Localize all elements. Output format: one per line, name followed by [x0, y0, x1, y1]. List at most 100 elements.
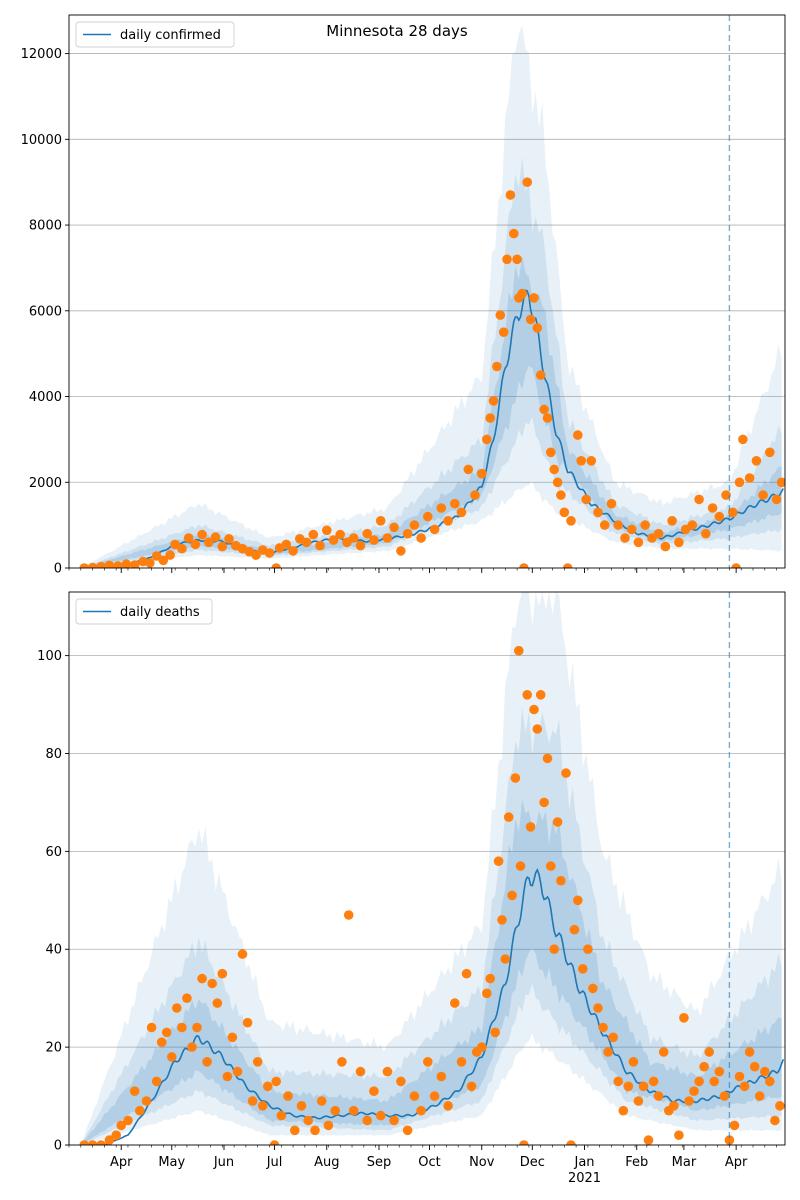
data-point-1-55 — [402, 1125, 413, 1136]
data-point-1-122 — [714, 1066, 725, 1077]
data-point-1-22 — [207, 978, 217, 989]
data-point-1-81 — [525, 822, 536, 832]
data-point-1-5 — [116, 1120, 126, 1131]
data-point-1-47 — [348, 1105, 359, 1116]
data-point-1-48 — [355, 1066, 366, 1077]
data-point-1-88 — [549, 944, 559, 954]
data-point-1-34 — [269, 1140, 280, 1145]
data-point-1-123 — [719, 1091, 730, 1101]
data-point-1-51 — [375, 1110, 386, 1121]
data-point-0-52 — [436, 503, 447, 513]
data-point-0-89 — [586, 456, 597, 466]
data-point-1-77 — [514, 645, 524, 656]
data-point-1-91 — [561, 768, 571, 778]
data-point-0-6 — [129, 560, 140, 568]
data-point-1-105 — [628, 1057, 639, 1067]
data-point-0-65 — [502, 254, 512, 265]
data-point-1-36 — [276, 1110, 287, 1121]
data-point-0-107 — [707, 503, 718, 513]
data-point-0-20 — [224, 534, 234, 544]
data-point-0-112 — [734, 477, 745, 488]
data-point-0-29 — [281, 539, 292, 550]
data-point-1-75 — [507, 890, 517, 901]
y-tick-label-1-3: 60 — [45, 845, 62, 860]
x-tick-label-9: Jan — [573, 1155, 594, 1170]
data-point-1-26 — [227, 1032, 238, 1043]
data-point-0-68 — [512, 254, 522, 265]
data-point-0-67 — [509, 228, 519, 239]
data-point-1-54 — [396, 1076, 406, 1087]
data-point-1-124 — [724, 1135, 735, 1145]
data-point-0-17 — [204, 537, 214, 548]
y-tick-label-1-5: 100 — [37, 649, 62, 664]
x-tick-label-4: Aug — [314, 1155, 339, 1170]
data-point-1-23 — [212, 998, 223, 1008]
data-point-1-108 — [643, 1135, 654, 1145]
data-point-1-28 — [237, 949, 248, 959]
data-point-0-47 — [402, 528, 413, 539]
data-point-0-97 — [640, 520, 650, 530]
data-point-0-63 — [495, 310, 506, 320]
confidence-band-0-1 — [80, 156, 782, 568]
data-point-0-0 — [79, 563, 89, 568]
data-point-1-30 — [247, 1096, 258, 1106]
data-point-1-60 — [436, 1071, 447, 1082]
data-point-0-119 — [776, 477, 785, 488]
data-point-0-5 — [121, 559, 132, 568]
data-point-0-93 — [613, 520, 623, 530]
data-point-1-63 — [456, 1057, 467, 1067]
data-point-1-64 — [461, 968, 472, 979]
data-point-1-113 — [669, 1101, 679, 1111]
data-point-0-106 — [701, 528, 711, 539]
data-point-0-18 — [210, 532, 221, 542]
legend-0: daily confirmed — [75, 21, 235, 48]
data-point-0-86 — [573, 430, 583, 440]
data-point-1-78 — [515, 861, 526, 871]
legend-box-1 — [75, 598, 213, 625]
data-point-0-92 — [606, 498, 617, 509]
data-point-0-60 — [485, 413, 496, 423]
data-point-1-119 — [699, 1061, 709, 1072]
data-point-0-16 — [197, 529, 207, 540]
y-tick-label-1-0: 0 — [54, 1139, 62, 1154]
data-point-0-115 — [751, 456, 762, 466]
data-point-1-25 — [222, 1071, 233, 1082]
data-point-1-98 — [593, 1003, 603, 1013]
data-point-0-99 — [653, 528, 664, 539]
data-point-0-82 — [556, 490, 566, 500]
data-point-0-100 — [660, 541, 671, 552]
data-point-0-8 — [145, 558, 155, 568]
data-point-1-133 — [770, 1115, 780, 1126]
data-point-1-41 — [310, 1125, 320, 1136]
data-point-0-71 — [519, 563, 529, 568]
data-point-1-121 — [709, 1076, 719, 1087]
data-point-0-40 — [355, 540, 366, 551]
data-point-0-35 — [322, 525, 332, 536]
x-tick-label-7: Nov — [469, 1155, 495, 1170]
confidence-band-0-0 — [80, 25, 782, 568]
plot-area-0 — [69, 25, 785, 568]
data-point-1-13 — [161, 1027, 172, 1038]
data-point-1-87 — [546, 861, 556, 871]
data-point-1-127 — [739, 1081, 750, 1092]
data-point-1-46 — [343, 910, 354, 920]
data-point-0-14 — [183, 533, 194, 543]
data-point-0-13 — [177, 543, 187, 554]
data-point-1-27 — [232, 1066, 243, 1077]
data-point-0-27 — [271, 563, 281, 568]
data-point-1-90 — [556, 875, 566, 886]
data-point-1-19 — [192, 1022, 202, 1033]
data-point-1-110 — [653, 1091, 664, 1101]
data-point-1-128 — [744, 1047, 755, 1057]
data-point-1-85 — [539, 797, 549, 808]
data-point-1-102 — [613, 1076, 623, 1087]
data-point-0-72 — [522, 177, 532, 187]
x-tick-label-2: Jun — [213, 1155, 234, 1170]
y-tick-label-0-2: 4000 — [29, 390, 62, 405]
data-point-0-45 — [389, 522, 399, 533]
data-point-0-74 — [529, 293, 539, 303]
data-point-1-12 — [156, 1037, 167, 1047]
data-point-1-29 — [242, 1017, 253, 1028]
data-point-1-61 — [443, 1101, 453, 1111]
data-point-1-17 — [182, 993, 192, 1003]
